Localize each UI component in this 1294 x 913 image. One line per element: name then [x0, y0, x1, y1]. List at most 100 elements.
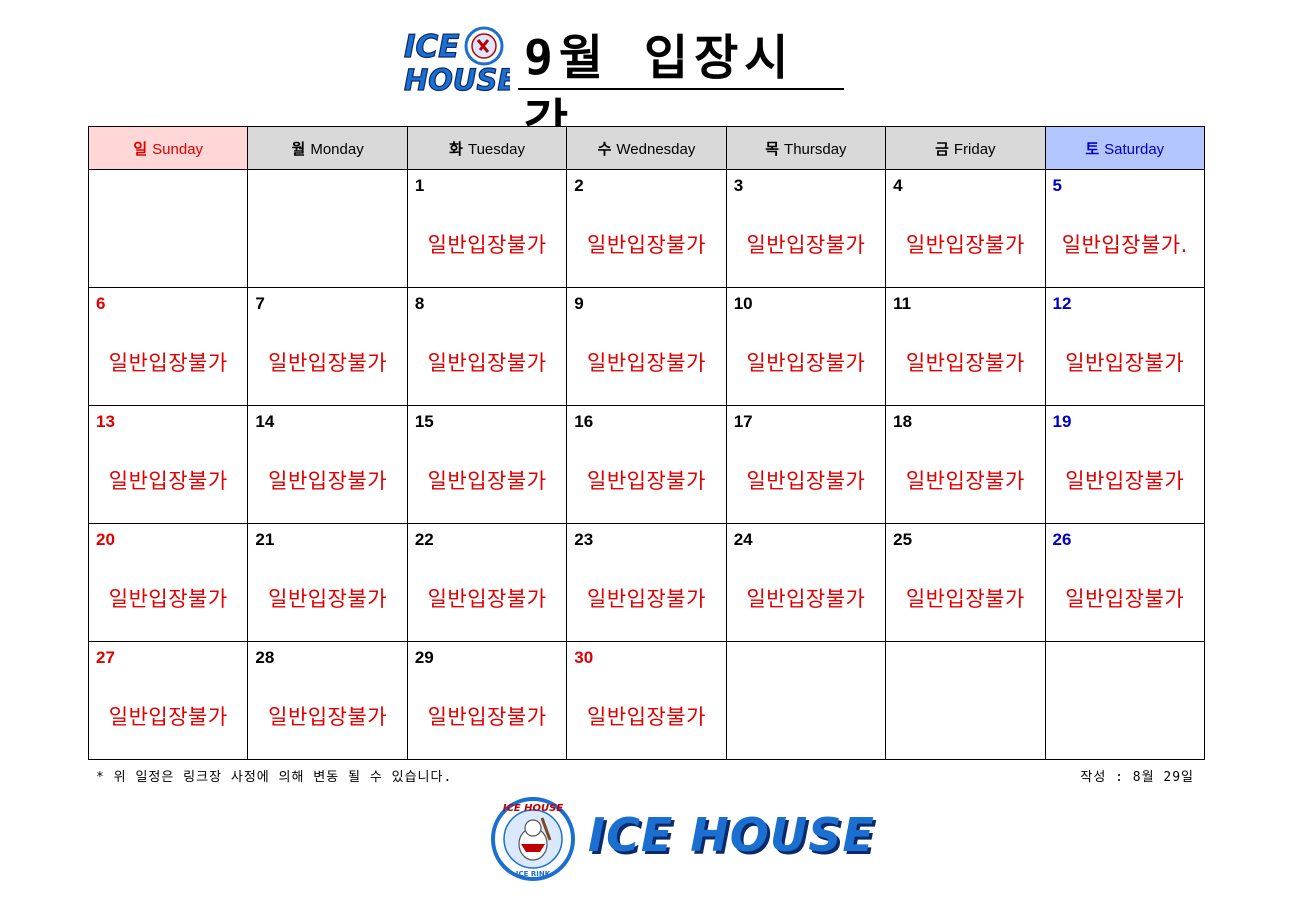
weekday-sunday: 일 Sunday [87, 126, 249, 170]
day-number: 4 [893, 176, 903, 195]
entry-status: 일반입장불가 [108, 351, 228, 375]
day-cell: 21 일반입장불가 [247, 523, 408, 642]
day-cell: 5 일반입장불가. [1044, 169, 1206, 288]
day-cell: 16 일반입장불가 [566, 405, 727, 524]
entry-status: 일반입장불가 [587, 233, 706, 257]
day-number: 27 [96, 648, 115, 667]
week-row: 1 일반입장불가 2 일반입장불가 3 일반입장불가 4 일반입장불가 5 일반입장불가. [87, 169, 1206, 288]
day-cell: 6 일반입장불가 [87, 287, 249, 406]
day-cell: 3 일반입장불가 [725, 169, 887, 288]
day-cell: 11 일반입장불가 [885, 287, 1046, 406]
day-number: 16 [574, 412, 594, 431]
entry-status: 일반입장불가 [1065, 351, 1185, 375]
entry-status: 일반입장불가 [427, 469, 547, 493]
day-number: 29 [414, 648, 434, 667]
entry-status: 일반입장불가 [587, 587, 706, 611]
brand-wordmark: ICE HOUSE [588, 808, 875, 862]
day-number: 10 [733, 294, 753, 313]
entry-status: 일반입장불가 [427, 351, 547, 375]
entry-status: 일반입장불가 [268, 587, 388, 611]
day-cell: 19 일반입장불가 [1044, 405, 1206, 524]
week-row: 6 일반입장불가 7 일반입장불가 8 일반입장불가 9 일반입장불가 10 일반입장불가… [87, 287, 1206, 406]
day-number: 6 [96, 294, 106, 313]
svg-text:ICE HOUSE: ICE HOUSE [503, 803, 564, 814]
entry-status: 일반입장불가 [427, 587, 547, 611]
entry-status: 일반입장불가 [108, 587, 228, 611]
entry-status: 일반입장불가 [427, 705, 547, 729]
entry-status: 일반입장불가 [905, 233, 1025, 257]
entry-status: 일반입장불가 [905, 587, 1025, 611]
day-cell [1044, 641, 1206, 760]
day-cell: 17 일반입장불가 [725, 405, 887, 524]
day-cell: 22 일반입장불가 [406, 523, 568, 642]
day-cell [725, 641, 887, 760]
week-row: 13 일반입장불가 14 일반입장불가 15 일반입장불가 16 일반입장불가 17 일반… [87, 405, 1206, 524]
entry-status: 일반입장불가 [746, 351, 866, 375]
entry-status: 일반입장불가 [427, 233, 547, 257]
day-cell: 9 일반입장불가 [566, 287, 727, 406]
entry-status: 일반입장불가 [905, 351, 1025, 375]
day-number: 3 [733, 176, 744, 195]
day-cell [87, 169, 249, 288]
calendar-table: 일 Sunday 월 Monday 화 Tuesday 수 Wednesday 목 Thu… [87, 126, 1206, 760]
weekday-monday: 월 Monday [247, 126, 408, 170]
entry-status: 일반입장불가 [268, 469, 388, 493]
entry-status: 일반입장불가 [587, 351, 706, 375]
week-row: 20 일반입장불가 21 일반입장불가 22 일반입장불가 23 일반입장불가 24 일반… [87, 523, 1206, 642]
ice-rink-badge-icon: ICE HOUSE ICE RINK [491, 797, 575, 881]
day-number: 2 [574, 176, 584, 195]
day-cell: 28 일반입장불가 [247, 641, 408, 760]
day-number: 24 [733, 530, 753, 549]
day-number: 1 [414, 176, 425, 195]
day-cell: 12 일반입장불가 [1044, 287, 1206, 406]
svg-text:ICE RINK: ICE RINK [516, 870, 551, 878]
entry-status: 일반입장불가 [746, 233, 866, 257]
weekday-tuesday: 화 Tuesday [406, 126, 568, 170]
day-number: 20 [96, 530, 115, 549]
day-number: 17 [733, 412, 753, 431]
entry-status: 일반입장불가 [268, 351, 388, 375]
day-number: 12 [1052, 294, 1072, 313]
day-cell: 25 일반입장불가 [885, 523, 1046, 642]
day-cell: 18 일반입장불가 [885, 405, 1046, 524]
day-number: 21 [255, 530, 275, 549]
day-number: 14 [255, 412, 275, 431]
day-number: 28 [255, 648, 275, 667]
day-cell [247, 169, 408, 288]
day-cell: 27 일반입장불가 [87, 641, 249, 760]
page-title: 9월 입장시간 [518, 26, 844, 150]
day-number: 30 [574, 648, 594, 667]
day-number: 26 [1052, 530, 1072, 549]
header: ICE HOUSE 9월 입장시간 [0, 18, 1294, 150]
day-number: 7 [255, 294, 265, 313]
day-number: 11 [893, 294, 912, 313]
day-number: 13 [96, 412, 115, 431]
entry-status: 일반입장불가 [108, 705, 228, 729]
entry-status: 일반입장불가 [1065, 469, 1185, 493]
entry-status: 일반입장불가 [746, 469, 866, 493]
entry-status: 일반입장불가 [1065, 587, 1185, 611]
weekday-friday: 금 Friday [885, 126, 1046, 170]
entry-status: 일반입장불가 [268, 705, 388, 729]
day-number: 25 [893, 530, 913, 549]
day-number: 8 [414, 294, 425, 313]
day-cell: 20 일반입장불가 [87, 523, 249, 642]
day-cell: 13 일반입장불가 [87, 405, 249, 524]
day-cell: 14 일반입장불가 [247, 405, 408, 524]
entry-status: 일반입장불가 [587, 469, 706, 493]
day-cell [885, 641, 1046, 760]
day-cell: 30 일반입장불가 [566, 641, 727, 760]
weekday-saturday: 토 Saturday [1044, 126, 1206, 170]
day-cell: 15 일반입장불가 [406, 405, 568, 524]
day-cell: 1 일반입장불가 [406, 169, 568, 288]
day-number: 19 [1052, 412, 1072, 431]
day-number: 18 [893, 412, 913, 431]
entry-status: 일반입장불가 [905, 469, 1025, 493]
day-number: 9 [574, 294, 584, 313]
day-cell: 8 일반입장불가 [406, 287, 568, 406]
weekday-thursday: 목 Thursday [725, 126, 887, 170]
day-number: 22 [414, 530, 434, 549]
day-cell: 10 일반입장불가 [725, 287, 887, 406]
entry-status: 일반입장불가 [587, 705, 706, 729]
entry-status: 일반입장불가 [746, 587, 866, 611]
